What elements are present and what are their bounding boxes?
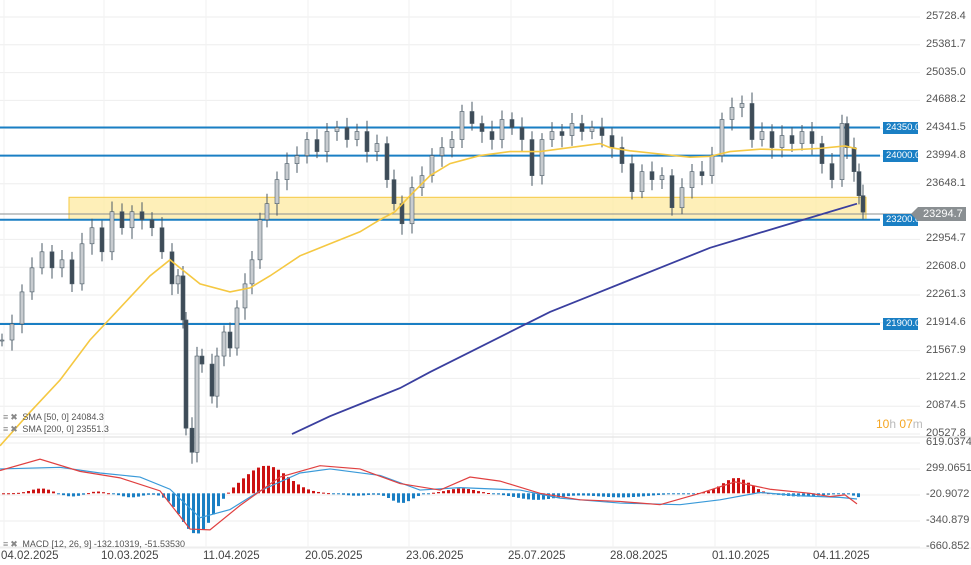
menu-icon[interactable]: ≡ <box>3 539 9 549</box>
level-tag[interactable]: 23200.0 <box>883 213 920 226</box>
time-tick-label: 04.02.2025 <box>1 550 59 562</box>
price-tick-label: 22261.3 <box>926 288 966 300</box>
timer-hours: 10 <box>876 417 890 431</box>
price-tick-label: 23648.1 <box>926 176 966 189</box>
menu-icon[interactable]: ≡ <box>3 412 9 422</box>
price-tick-label: 20527.8 <box>926 427 966 439</box>
close-icon[interactable]: ✖ <box>10 412 18 422</box>
price-tick-label: 21221.2 <box>926 371 966 384</box>
timer-minutes-unit: m <box>912 417 923 431</box>
macd-legend[interactable]: ≡ ✖ MACD [12, 26, 9] -132.10319, -51.5353… <box>3 539 185 549</box>
timer-minutes: 07 <box>899 417 913 431</box>
time-tick-label: 01.10.2025 <box>712 550 770 562</box>
price-tick-label: 25381.7 <box>926 37 966 50</box>
sma200-value: 23551.3 <box>76 424 109 434</box>
time-tick-label: 11.04.2025 <box>203 550 260 562</box>
level-tag[interactable]: 24350.0 <box>883 121 920 134</box>
current-price-tag: 23294.7 <box>911 207 966 221</box>
close-icon[interactable]: ✖ <box>10 424 18 434</box>
time-tick-label: 10.03.2025 <box>101 550 159 562</box>
candle-countdown-timer: 10h 07m <box>876 417 923 431</box>
price-tick-label: 21567.9 <box>926 343 966 356</box>
macd-tick-label: -660.852 <box>926 540 970 552</box>
sma200-label: SMA [200, 0] <box>22 424 74 434</box>
price-tick-label: 25035.0 <box>926 65 966 78</box>
time-tick-label: 25.07.2025 <box>508 550 566 562</box>
macd-signal-value: -51.53530 <box>144 539 185 549</box>
macd-tick-label: -340.879 <box>926 513 970 526</box>
macd-label: MACD [12, 26, 9] <box>22 539 92 549</box>
time-tick-label: 23.06.2025 <box>406 550 464 562</box>
price-tick-label: 22954.7 <box>926 232 966 245</box>
macd-tick-label: -20.9072 <box>926 488 970 500</box>
time-tick-label: 20.05.2025 <box>305 550 363 562</box>
sma50-value: 24084.3 <box>71 412 104 422</box>
sma50-legend[interactable]: ≡ ✖ SMA [50, 0] 24084.3 <box>3 412 104 423</box>
close-icon[interactable]: ✖ <box>10 539 18 549</box>
price-tick-label: 22608.0 <box>926 260 966 273</box>
price-tick-label: 24688.2 <box>926 93 966 106</box>
macd-tick-label: 619.0374 <box>926 436 971 448</box>
level-tag[interactable]: 24000.0 <box>883 149 920 162</box>
level-tag[interactable]: 21900.0 <box>883 317 920 330</box>
macd-value: -132.10319 <box>93 539 140 549</box>
price-tick-label: 20874.5 <box>926 399 966 412</box>
time-tick-label: 04.11.2025 <box>813 550 870 562</box>
timer-hours-unit: h <box>889 417 897 431</box>
menu-icon[interactable]: ≡ <box>3 424 9 434</box>
price-tick-label: 21914.6 <box>926 315 966 328</box>
price-tick-label: 24341.5 <box>926 121 966 134</box>
time-tick-label: 28.08.2025 <box>610 550 668 562</box>
price-tick-label: 25728.4 <box>926 10 966 22</box>
sma50-label: SMA [50, 0] <box>22 412 69 422</box>
macd-tick-label: 299.0651 <box>926 462 971 474</box>
price-tick-label: 23994.8 <box>926 149 966 161</box>
sma200-legend[interactable]: ≡ ✖ SMA [200, 0] 23551.3 <box>3 424 109 435</box>
